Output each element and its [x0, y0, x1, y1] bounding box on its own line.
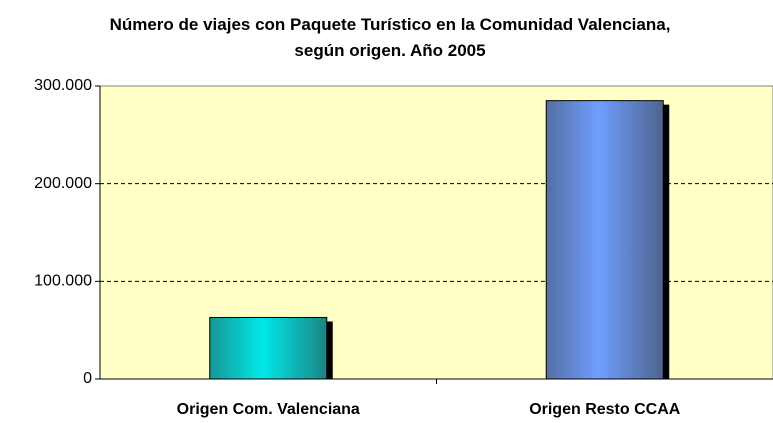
y-tick-label: 300.000: [34, 77, 92, 94]
y-tick-label: 100.000: [34, 273, 92, 290]
chart-title: Número de viajes con Paquete Turístico e…: [109, 15, 671, 60]
bar: [209, 316, 328, 380]
y-tick-label: 0: [83, 370, 92, 387]
bar: [545, 100, 664, 380]
y-tick-label: 200.000: [34, 175, 92, 192]
x-tick-label: Origen Resto CCAA: [529, 401, 681, 418]
plot-area: [99, 85, 773, 380]
x-tick-label: Origen Com. Valenciana: [177, 401, 360, 418]
